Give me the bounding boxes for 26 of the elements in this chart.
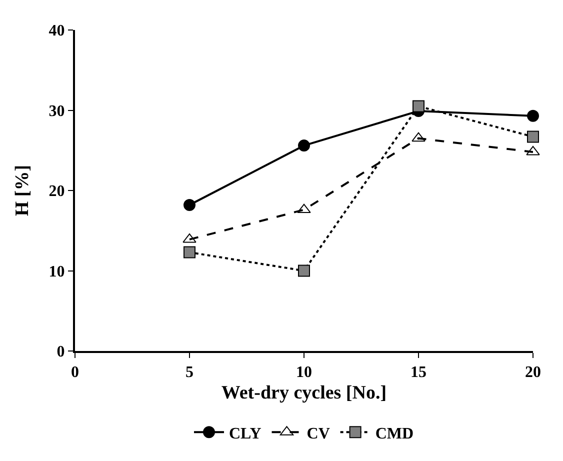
point [298, 140, 310, 152]
point [184, 198, 196, 211]
x-axis-title: Wet-dry cycles [No.] [221, 382, 387, 404]
x-tick-label: 5 [186, 364, 194, 382]
point [412, 132, 426, 142]
point [297, 204, 311, 214]
y-tick-label: 30 [48, 102, 65, 120]
y-axis-title: H [%] [12, 164, 34, 216]
point [298, 264, 310, 277]
y-tick-label: 40 [48, 22, 65, 40]
legend-label: CLY [229, 425, 262, 442]
y-tick-label: 0 [56, 344, 65, 361]
point [182, 233, 196, 243]
point [527, 130, 539, 143]
point [527, 110, 539, 122]
point [412, 100, 424, 112]
x-tick-label: 10 [296, 364, 312, 382]
point [184, 246, 196, 258]
legend-label: CV [306, 425, 330, 442]
point [526, 146, 540, 156]
x-tick-label: 15 [410, 364, 426, 382]
legend-label: CMD [375, 425, 414, 442]
y-tick-label: 10 [48, 263, 65, 280]
y-tick-label: 20 [48, 183, 65, 200]
x-tick-label: 20 [525, 364, 541, 382]
x-tick-label: 0 [71, 364, 79, 382]
